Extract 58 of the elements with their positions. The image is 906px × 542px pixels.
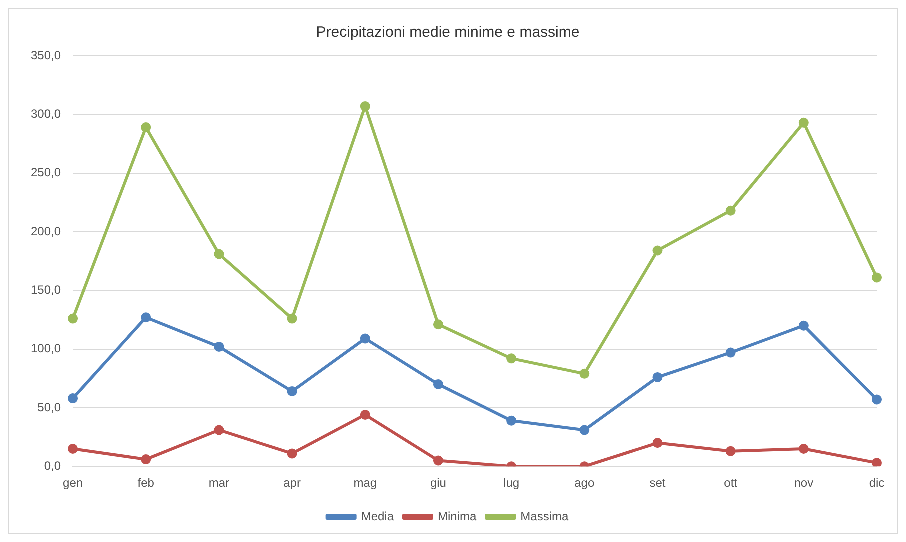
- point: [68, 444, 78, 454]
- point: [798, 444, 809, 454]
- legend-label: Media: [361, 509, 394, 524]
- x-tick-label: mag: [354, 476, 378, 490]
- point: [287, 314, 298, 324]
- x-tick-label: set: [650, 476, 666, 490]
- point: [433, 320, 444, 330]
- point: [798, 320, 809, 331]
- point: [652, 246, 663, 256]
- point: [872, 394, 882, 405]
- point: [726, 348, 736, 358]
- y-tick-label: 250,0: [31, 166, 62, 180]
- x-tick-label: gen: [63, 476, 84, 490]
- point: [141, 454, 152, 465]
- point: [726, 446, 736, 456]
- chart-title: Precipitazioni medie minime e massime: [316, 24, 580, 42]
- point: [506, 354, 517, 364]
- x-tick-label: lug: [504, 476, 520, 490]
- x-tick-label: giu: [430, 476, 446, 490]
- x-tick-label: ott: [724, 476, 738, 490]
- y-tick-label: 200,0: [31, 224, 62, 238]
- x-tick-label: mar: [208, 476, 230, 490]
- point: [214, 342, 224, 352]
- y-tick-label: 350,0: [31, 48, 62, 62]
- point: [433, 379, 444, 390]
- x-tick-label: ago: [574, 476, 595, 490]
- point: [872, 458, 882, 467]
- point: [580, 425, 590, 436]
- point: [68, 394, 78, 404]
- point: [141, 122, 152, 133]
- point: [872, 272, 882, 283]
- point: [141, 312, 152, 323]
- y-tick-label: 100,0: [31, 342, 62, 356]
- legend-label: Massima: [520, 509, 570, 524]
- point: [726, 206, 736, 216]
- point: [214, 249, 224, 260]
- x-tick-label: dic: [869, 476, 885, 490]
- point: [360, 101, 370, 112]
- legend-label: Minima: [438, 509, 477, 524]
- point: [214, 425, 224, 436]
- point: [506, 416, 517, 426]
- point: [433, 456, 444, 466]
- point: [652, 438, 663, 448]
- point: [287, 386, 298, 397]
- y-tick-label: 0,0: [44, 458, 62, 473]
- x-tick-label: feb: [138, 476, 155, 490]
- point: [798, 118, 809, 128]
- y-tick-label: 50,0: [38, 400, 62, 414]
- x-tick-label: apr: [284, 476, 301, 490]
- point: [68, 314, 78, 324]
- point: [360, 334, 370, 344]
- point: [652, 372, 663, 382]
- y-tick-label: 150,0: [31, 282, 62, 297]
- point: [360, 410, 370, 420]
- x-tick-label: nov: [794, 476, 814, 490]
- point: [287, 448, 298, 459]
- y-tick-label: 300,0: [31, 106, 62, 121]
- point: [580, 368, 590, 379]
